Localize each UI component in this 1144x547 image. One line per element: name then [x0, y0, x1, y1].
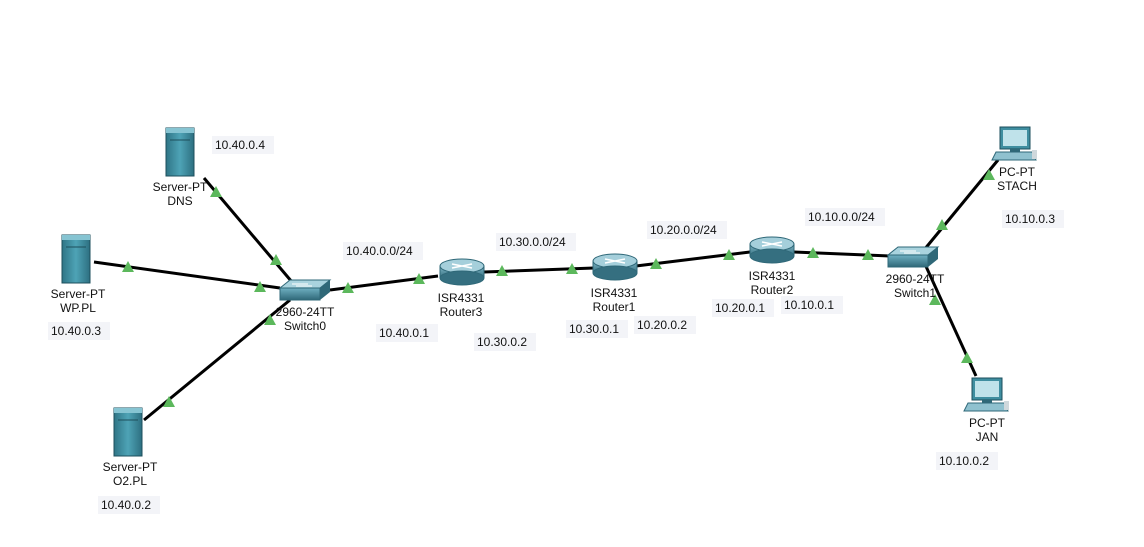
port-indicators — [122, 169, 995, 407]
svg-text:10.40.0.4: 10.40.0.4 — [215, 138, 265, 152]
port-indicator — [650, 258, 662, 269]
port-indicator — [163, 396, 175, 407]
device-name-label: STACH — [997, 179, 1037, 193]
pc-stach[interactable]: PC-PT STACH — [991, 126, 1037, 193]
svg-text:10.10.0.1: 10.10.0.1 — [784, 298, 834, 312]
ip-label-router1-30: 10.30.0.1 — [566, 320, 628, 338]
port-indicator — [723, 249, 735, 260]
server-icon — [113, 407, 143, 457]
port-indicator — [936, 219, 948, 230]
pc-jan[interactable]: PC-PT JAN — [963, 377, 1009, 444]
ip-label-router3-wan: 10.30.0.2 — [474, 333, 536, 351]
ip-label-stach: 10.10.0.3 — [1002, 210, 1064, 228]
network-label-10-30: 10.30.0.0/24 — [496, 233, 576, 251]
svg-text:10.30.0.1: 10.30.0.1 — [569, 322, 619, 336]
device-type-label: PC-PT — [999, 165, 1036, 179]
device-name-label: WP.PL — [60, 301, 96, 315]
pc-icon — [991, 126, 1037, 161]
server-o2[interactable]: Server-PT O2.PL — [103, 407, 158, 488]
network-label-10-20: 10.20.0.0/24 — [647, 221, 727, 239]
device-type-label: Server-PT — [153, 180, 208, 194]
svg-text:10.10.0.3: 10.10.0.3 — [1005, 212, 1055, 226]
device-type-label: 2960-24TT — [276, 305, 335, 319]
router-icon — [749, 236, 795, 264]
server-dns[interactable]: Server-PT DNS — [153, 127, 208, 208]
router-icon — [592, 253, 638, 281]
device-type-label: Server-PT — [51, 287, 106, 301]
ip-label-wp: 10.40.0.3 — [48, 322, 110, 340]
svg-text:10.20.0.2: 10.20.0.2 — [637, 318, 687, 332]
server-icon — [61, 234, 91, 284]
port-indicator — [413, 273, 425, 284]
port-indicator — [807, 247, 819, 258]
port-indicator — [862, 249, 874, 260]
svg-text:10.30.0.0/24: 10.30.0.0/24 — [499, 235, 566, 249]
port-indicator — [961, 352, 973, 363]
port-indicator — [929, 294, 941, 305]
ip-label-router2-20: 10.20.0.1 — [712, 299, 774, 317]
pc-icon — [963, 377, 1009, 412]
switch-icon — [886, 246, 940, 268]
svg-text:10.20.0.0/24: 10.20.0.0/24 — [650, 223, 717, 237]
port-indicator — [270, 254, 282, 265]
link-wp-switch0[interactable] — [93, 260, 281, 290]
port-indicator — [264, 314, 276, 325]
port-indicator — [983, 169, 995, 180]
switch1[interactable]: 2960-24TT Switch1 — [886, 246, 945, 300]
port-indicator — [342, 282, 354, 293]
ip-label-router1-20: 10.20.0.2 — [634, 316, 696, 334]
link-switch1-stach[interactable] — [922, 159, 1000, 251]
device-type-label: ISR4331 — [591, 286, 638, 300]
device-name-label: JAN — [976, 430, 999, 444]
ip-label-router3-lan: 10.40.0.1 — [376, 324, 438, 342]
links — [93, 159, 1000, 422]
device-name-label: Switch0 — [284, 319, 326, 333]
switch0[interactable]: 2960-24TT Switch0 — [276, 279, 335, 333]
device-type-label: ISR4331 — [749, 269, 796, 283]
svg-text:10.40.0.3: 10.40.0.3 — [51, 324, 101, 338]
device-name-label: Router3 — [440, 305, 483, 319]
port-indicator — [122, 261, 134, 272]
svg-text:10.30.0.2: 10.30.0.2 — [477, 335, 527, 349]
device-type-label: ISR4331 — [438, 291, 485, 305]
port-indicator — [496, 265, 508, 276]
device-name-label: O2.PL — [113, 474, 147, 488]
svg-text:10.40.0.0/24: 10.40.0.0/24 — [346, 244, 413, 258]
ip-label-o2: 10.40.0.2 — [98, 496, 160, 514]
router-icon — [439, 258, 485, 286]
device-name-label: Router2 — [751, 283, 794, 297]
router3[interactable]: ISR4331 Router3 — [438, 258, 485, 319]
svg-text:10.10.0.0/24: 10.10.0.0/24 — [808, 210, 875, 224]
ip-label-router2-10: 10.10.0.1 — [781, 296, 843, 314]
ip-label-dns: 10.40.0.4 — [212, 136, 274, 154]
svg-text:10.20.0.1: 10.20.0.1 — [715, 301, 765, 315]
device-type-label: PC-PT — [969, 416, 1006, 430]
network-label-10-10: 10.10.0.0/24 — [805, 208, 885, 226]
switch-icon — [278, 279, 332, 301]
port-indicator — [254, 281, 266, 292]
device-type-label: 2960-24TT — [886, 272, 945, 286]
ip-labels: 10.40.0.4 10.40.0.3 10.40.0.2 10.40.0.0/… — [48, 136, 1064, 514]
ip-label-jan: 10.10.0.2 — [936, 452, 998, 470]
server-icon — [165, 127, 195, 177]
svg-text:10.10.0.2: 10.10.0.2 — [939, 454, 989, 468]
port-indicator — [566, 263, 578, 274]
server-wp[interactable]: Server-PT WP.PL — [51, 234, 106, 315]
router1[interactable]: ISR4331 Router1 — [591, 253, 638, 314]
device-type-label: Server-PT — [103, 460, 158, 474]
link-router2-switch1[interactable] — [793, 250, 891, 258]
svg-text:10.40.0.2: 10.40.0.2 — [101, 498, 151, 512]
device-name-label: Router1 — [593, 300, 636, 314]
svg-text:10.40.0.1: 10.40.0.1 — [379, 326, 429, 340]
network-label-10-40: 10.40.0.0/24 — [343, 242, 423, 260]
device-name-label: DNS — [167, 194, 192, 208]
device-name-label: Switch1 — [894, 286, 936, 300]
router2[interactable]: ISR4331 Router2 — [749, 236, 796, 297]
port-indicator — [210, 186, 222, 197]
